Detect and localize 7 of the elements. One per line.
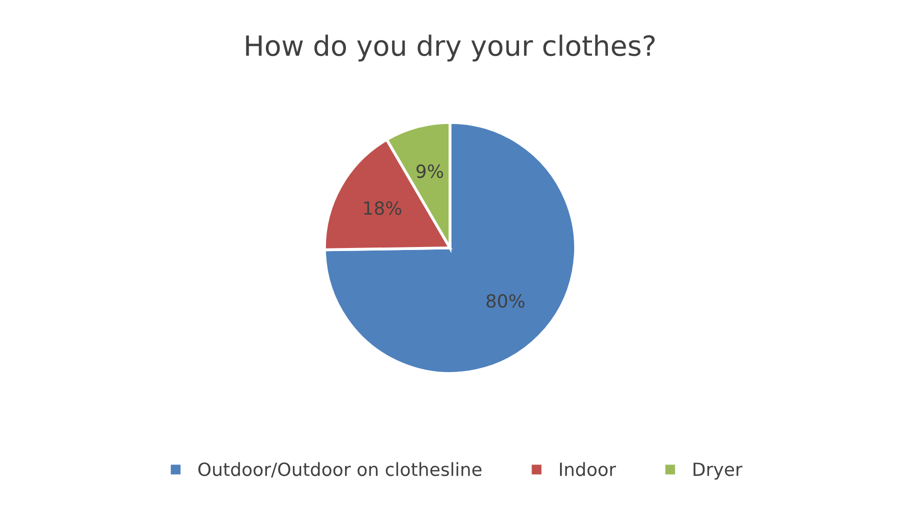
legend-label: Indoor (560, 462, 616, 476)
data-label: 80% (486, 294, 524, 308)
data-label: 9% (416, 164, 444, 178)
chart-title: How do you dry your clothes? (246, 34, 655, 62)
data-label: 18% (364, 201, 402, 215)
legend-label: Dryer (694, 462, 742, 480)
legend-label: Outdoor/Outdoor on clothesline (198, 462, 482, 478)
